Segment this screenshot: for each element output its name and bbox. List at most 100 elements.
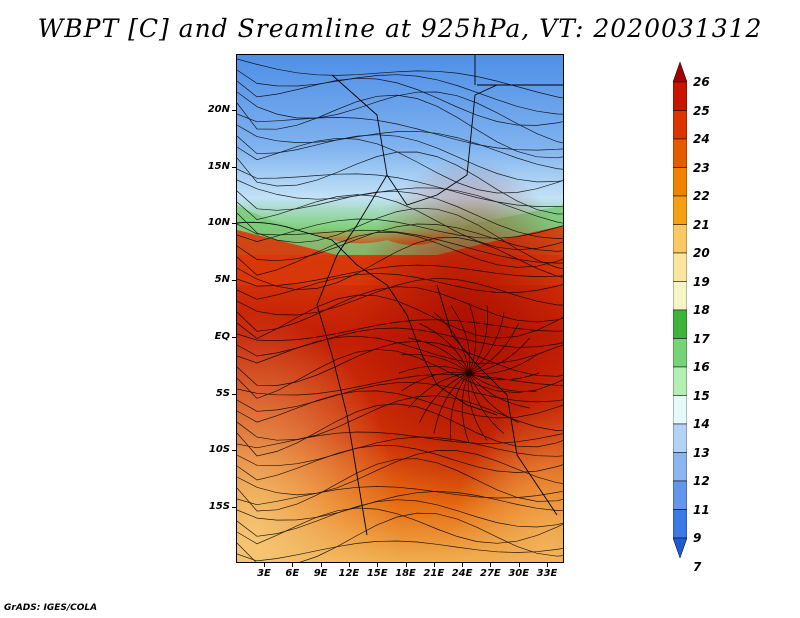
streamline — [237, 294, 563, 339]
colorbar-label: 13 — [693, 445, 710, 460]
streamline — [468, 354, 537, 375]
colorbar-label: 26 — [693, 75, 710, 89]
lon-tick — [547, 563, 548, 567]
lon-tick — [490, 563, 492, 567]
streamline — [237, 207, 563, 269]
colorbar-swatch — [673, 281, 687, 311]
colorbar-swatch — [673, 252, 687, 282]
streamline — [468, 372, 540, 381]
streamline — [237, 218, 563, 242]
lat-label-10n: 10N — [207, 217, 230, 228]
streamline — [237, 232, 563, 276]
streamline — [468, 323, 519, 374]
streamline — [237, 382, 563, 412]
colorbar-swatch — [673, 452, 687, 482]
streamline — [237, 168, 563, 207]
streamline — [408, 337, 470, 374]
streamline — [237, 113, 563, 151]
colorbar-label: 15 — [693, 388, 710, 403]
streamline — [468, 312, 505, 374]
streamline — [433, 372, 470, 434]
colorbar-swatch — [673, 338, 687, 368]
colorbar-label: 19 — [693, 274, 710, 289]
colorbar — [673, 62, 687, 558]
streamline — [237, 277, 563, 316]
colorbar-swatch — [673, 224, 687, 254]
map-title: WBPT [C] and Sreamline at 925hPa, VT: 20… — [37, 14, 763, 43]
lon-label-27e: 27E — [480, 568, 501, 579]
colorbar-label: 16 — [693, 360, 710, 374]
colorbar-label: 11 — [693, 502, 710, 517]
colorbar-label: 21 — [693, 217, 710, 232]
streamline — [237, 507, 563, 545]
streamline — [468, 372, 519, 423]
streamline — [237, 179, 563, 224]
streamline — [401, 354, 470, 374]
footer-credit: GrADS: IGES/COLA — [4, 603, 98, 613]
colorbar-label: 17 — [693, 331, 710, 346]
streamline — [467, 372, 488, 441]
lon-tick — [405, 563, 407, 567]
lon-label-9e: 9E — [313, 568, 328, 579]
lat-tick — [232, 110, 236, 111]
country-borders — [237, 55, 563, 536]
streamline — [401, 371, 470, 392]
colorbar-label: 14 — [693, 417, 710, 431]
streamline — [237, 395, 563, 441]
colorbar-label: 18 — [693, 303, 710, 317]
colorbar-swatch — [673, 366, 687, 396]
streamline — [237, 445, 563, 481]
colorbar-label: 22 — [693, 189, 710, 203]
streamline — [237, 540, 563, 562]
lon-label-6e: 6E — [285, 568, 300, 579]
lat-label-10s: 10S — [208, 444, 230, 455]
streamline — [237, 223, 563, 262]
streamline — [237, 58, 563, 99]
streamline — [237, 499, 563, 537]
streamline — [468, 302, 477, 374]
streamline — [237, 286, 563, 332]
streamline — [419, 323, 470, 374]
lon-tick — [518, 563, 520, 567]
lon-label-21e: 21E — [423, 568, 445, 579]
lat-tick — [232, 223, 236, 224]
streamline — [237, 491, 563, 521]
streamline — [237, 124, 563, 170]
colorbar-swatch — [673, 62, 687, 83]
lon-label-18e: 18E — [395, 568, 416, 579]
streamline — [237, 403, 563, 457]
streamline — [468, 372, 505, 434]
colorbar-label: 23 — [693, 160, 710, 175]
streamline — [237, 264, 563, 287]
streamline — [237, 450, 563, 496]
streamline — [237, 335, 563, 364]
colorbar-label: 20 — [693, 246, 710, 260]
lon-tick — [433, 563, 435, 567]
streamline — [433, 312, 470, 374]
colorbar-label: 25 — [693, 103, 710, 118]
streamline — [237, 458, 563, 512]
streamline — [237, 319, 563, 341]
lon-tick — [292, 563, 294, 567]
streamlines — [237, 58, 563, 562]
streamline — [237, 373, 563, 396]
colorbar-swatch — [673, 195, 687, 225]
streamline — [237, 91, 563, 144]
colorbar-label: 12 — [693, 474, 710, 488]
streamline — [468, 372, 530, 409]
streamline — [450, 372, 470, 441]
lat-label-15n: 15N — [207, 161, 230, 172]
colorbar-swatch — [673, 509, 687, 539]
streamline — [237, 390, 563, 423]
streamline — [237, 486, 563, 506]
colorbar-label: 9 — [693, 531, 702, 545]
lon-tick — [264, 563, 265, 567]
colorbar-swatch — [673, 81, 687, 111]
lat-tick — [232, 394, 236, 395]
lat-tick — [232, 450, 236, 451]
lon-label-33e: 33E — [536, 568, 558, 579]
streamline — [237, 151, 563, 215]
colorbar-swatch — [673, 480, 687, 510]
streamline — [398, 365, 470, 374]
colorbar-swatch — [673, 138, 687, 168]
